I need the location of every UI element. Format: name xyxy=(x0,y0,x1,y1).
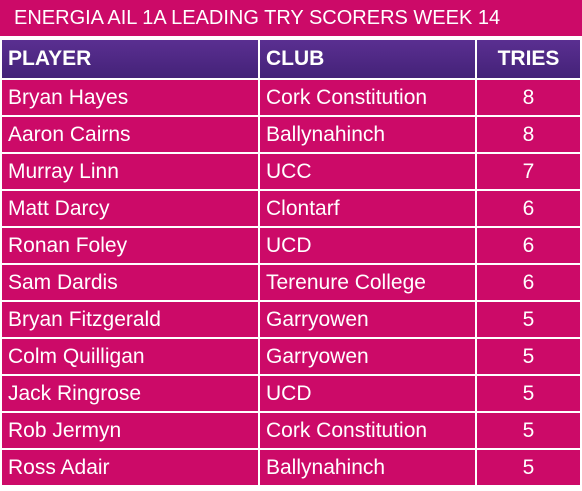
table-cell: 6 xyxy=(477,228,580,263)
table-cell: 6 xyxy=(477,191,580,226)
table-cell: UCD xyxy=(260,228,475,263)
table-row: Colm Quilligan Garryowen 5 xyxy=(2,339,580,374)
table-row: Jack Ringrose UCD 5 xyxy=(2,376,580,411)
table-row: Bryan Hayes Cork Constitution 8 xyxy=(2,80,580,115)
table-cell: 5 xyxy=(477,339,580,374)
header-cell: CLUB xyxy=(260,40,475,78)
table-cell: Ronan Foley xyxy=(2,228,258,263)
table-cell: 5 xyxy=(477,450,580,485)
table-cell: Jack Ringrose xyxy=(2,376,258,411)
table-cell: UCC xyxy=(260,154,475,189)
table-cell: Murray Linn xyxy=(2,154,258,189)
table-row: Bryan Fitzgerald Garryowen 5 xyxy=(2,302,580,337)
table-cell: UCD xyxy=(260,376,475,411)
table-row: Sam Dardis Terenure College 6 xyxy=(2,265,580,300)
table-cell: Ballynahinch xyxy=(260,450,475,485)
table-cell: Bryan Hayes xyxy=(2,80,258,115)
table-header: PLAYER CLUB TRIES xyxy=(2,40,580,78)
table-cell: 5 xyxy=(477,302,580,337)
table-cell: 5 xyxy=(477,413,580,448)
table-cell: Matt Darcy xyxy=(2,191,258,226)
table-cell: Clontarf xyxy=(260,191,475,226)
table-cell: Garryowen xyxy=(260,302,475,337)
table-cell: 8 xyxy=(477,80,580,115)
table-row: Matt Darcy Clontarf 6 xyxy=(2,191,580,226)
table-cell: Cork Constitution xyxy=(260,80,475,115)
table-row: Ross Adair Ballynahinch 5 xyxy=(2,450,580,485)
title: ENERGIA AIL 1A LEADING TRY SCORERS WEEK … xyxy=(0,0,582,36)
table-cell: Rob Jermyn xyxy=(2,413,258,448)
scorers-table: PLAYER CLUB TRIES Bryan Hayes Cork Constitut… xyxy=(0,38,582,487)
table-cell: Sam Dardis xyxy=(2,265,258,300)
table-cell: Ross Adair xyxy=(2,450,258,485)
table-row: Aaron Cairns Ballynahinch 8 xyxy=(2,117,580,152)
table-cell: Garryowen xyxy=(260,339,475,374)
table-cell: Bryan Fitzgerald xyxy=(2,302,258,337)
table-cell: 7 xyxy=(477,154,580,189)
table-cell: Colm Quilligan xyxy=(2,339,258,374)
table-cell: Ballynahinch xyxy=(260,117,475,152)
header-row: PLAYER CLUB TRIES xyxy=(2,40,580,78)
table-cell: 6 xyxy=(477,265,580,300)
table-row: Rob Jermyn Cork Constitution 5 xyxy=(2,413,580,448)
table-row: Ronan Foley UCD 6 xyxy=(2,228,580,263)
table-cell: Cork Constitution xyxy=(260,413,475,448)
table-cell: Aaron Cairns xyxy=(2,117,258,152)
header-cell: TRIES xyxy=(477,40,580,78)
table-cell: 8 xyxy=(477,117,580,152)
table-row: Murray Linn UCC 7 xyxy=(2,154,580,189)
table-cell: 5 xyxy=(477,376,580,411)
table-cell: Terenure College xyxy=(260,265,475,300)
header-cell: PLAYER xyxy=(2,40,258,78)
table-body: Bryan Hayes Cork Constitution 8 Aaron Cairn… xyxy=(2,80,580,485)
